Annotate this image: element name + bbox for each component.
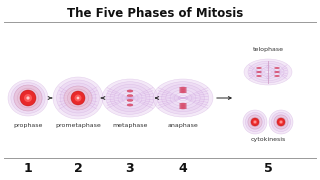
Ellipse shape — [53, 77, 103, 119]
Ellipse shape — [75, 95, 82, 101]
Ellipse shape — [253, 120, 257, 124]
Ellipse shape — [110, 84, 150, 112]
Ellipse shape — [17, 88, 39, 108]
Ellipse shape — [180, 87, 187, 89]
Ellipse shape — [8, 80, 48, 116]
Ellipse shape — [244, 59, 292, 85]
Ellipse shape — [252, 63, 284, 81]
Circle shape — [254, 121, 256, 123]
Text: telophase: telophase — [252, 47, 284, 52]
Ellipse shape — [71, 92, 85, 104]
Text: The Five Phases of Mitosis: The Five Phases of Mitosis — [67, 7, 243, 20]
Circle shape — [245, 112, 265, 132]
Ellipse shape — [11, 83, 45, 113]
Ellipse shape — [60, 83, 96, 113]
Ellipse shape — [180, 103, 187, 105]
Ellipse shape — [174, 93, 192, 103]
Ellipse shape — [157, 82, 209, 114]
Ellipse shape — [250, 117, 260, 127]
Ellipse shape — [18, 88, 38, 108]
Circle shape — [26, 96, 30, 100]
Ellipse shape — [21, 91, 35, 105]
Ellipse shape — [179, 95, 187, 101]
Circle shape — [243, 110, 267, 134]
Ellipse shape — [22, 93, 34, 103]
Ellipse shape — [114, 87, 146, 109]
Text: prophase: prophase — [13, 123, 43, 128]
Circle shape — [248, 115, 262, 129]
Ellipse shape — [14, 85, 42, 111]
Ellipse shape — [75, 95, 82, 101]
Ellipse shape — [127, 94, 133, 97]
Ellipse shape — [264, 70, 272, 74]
Circle shape — [269, 110, 293, 134]
Circle shape — [277, 118, 285, 126]
Ellipse shape — [170, 90, 196, 106]
Ellipse shape — [127, 104, 133, 106]
Circle shape — [271, 112, 291, 132]
Ellipse shape — [153, 79, 213, 117]
Circle shape — [24, 94, 32, 102]
Circle shape — [250, 117, 260, 127]
Ellipse shape — [260, 68, 276, 76]
Ellipse shape — [64, 86, 92, 110]
Ellipse shape — [166, 87, 200, 109]
Text: anaphase: anaphase — [168, 123, 198, 128]
Ellipse shape — [276, 117, 286, 127]
Text: 4: 4 — [179, 163, 188, 175]
Text: 1: 1 — [24, 163, 32, 175]
Ellipse shape — [118, 90, 142, 106]
Ellipse shape — [57, 80, 100, 116]
Ellipse shape — [275, 71, 279, 73]
Ellipse shape — [279, 120, 283, 124]
Circle shape — [20, 90, 36, 106]
Ellipse shape — [180, 89, 187, 91]
Ellipse shape — [14, 85, 42, 111]
Ellipse shape — [257, 67, 261, 69]
Circle shape — [251, 118, 259, 126]
Ellipse shape — [162, 84, 204, 112]
Text: 5: 5 — [264, 163, 272, 175]
Ellipse shape — [275, 67, 279, 69]
Ellipse shape — [248, 61, 288, 83]
Text: 2: 2 — [74, 163, 82, 175]
Ellipse shape — [122, 93, 138, 103]
Text: 3: 3 — [126, 163, 134, 175]
Ellipse shape — [25, 95, 31, 101]
Ellipse shape — [20, 90, 36, 106]
Circle shape — [280, 121, 282, 123]
Ellipse shape — [248, 115, 262, 129]
Text: prometaphase: prometaphase — [55, 123, 101, 128]
Ellipse shape — [274, 115, 288, 129]
Ellipse shape — [102, 79, 158, 117]
Circle shape — [276, 117, 286, 127]
Ellipse shape — [275, 75, 279, 77]
Circle shape — [76, 97, 79, 99]
Circle shape — [279, 120, 284, 124]
Circle shape — [253, 120, 257, 124]
Ellipse shape — [64, 86, 92, 110]
Ellipse shape — [106, 82, 154, 114]
Ellipse shape — [127, 99, 133, 102]
Ellipse shape — [180, 105, 187, 107]
Ellipse shape — [71, 92, 85, 104]
Text: metaphase: metaphase — [112, 123, 148, 128]
Circle shape — [252, 120, 257, 124]
Circle shape — [75, 94, 82, 102]
Ellipse shape — [180, 91, 187, 93]
Ellipse shape — [180, 107, 187, 109]
Circle shape — [279, 120, 283, 124]
Ellipse shape — [68, 89, 89, 107]
Circle shape — [71, 91, 85, 105]
Ellipse shape — [126, 95, 134, 101]
Ellipse shape — [67, 89, 89, 107]
Text: cytokinesis: cytokinesis — [250, 137, 286, 142]
Circle shape — [274, 115, 288, 129]
Ellipse shape — [257, 75, 261, 77]
Ellipse shape — [257, 71, 261, 73]
Ellipse shape — [127, 90, 133, 92]
Ellipse shape — [25, 95, 31, 101]
Ellipse shape — [256, 66, 280, 78]
